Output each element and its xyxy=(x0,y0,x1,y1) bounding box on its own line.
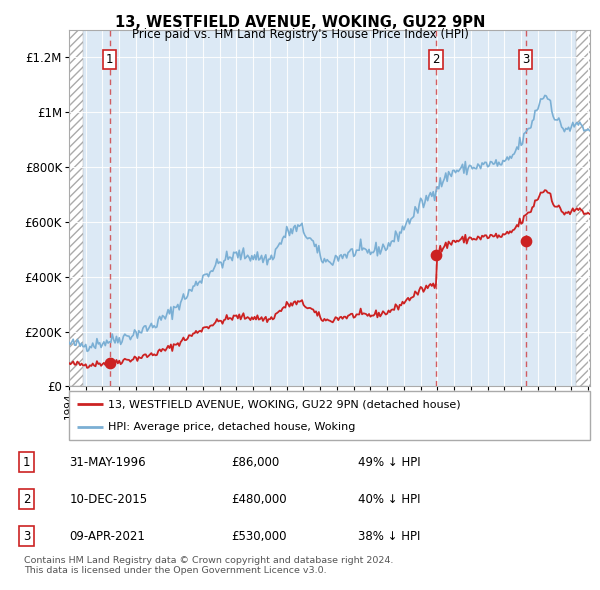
Text: £480,000: £480,000 xyxy=(231,493,287,506)
Text: 40% ↓ HPI: 40% ↓ HPI xyxy=(358,493,420,506)
FancyBboxPatch shape xyxy=(69,391,590,440)
Text: 1: 1 xyxy=(106,53,113,66)
Point xyxy=(431,250,441,260)
Text: 3: 3 xyxy=(522,53,529,66)
Text: 13, WESTFIELD AVENUE, WOKING, GU22 9PN (detached house): 13, WESTFIELD AVENUE, WOKING, GU22 9PN (… xyxy=(108,399,461,409)
Text: 1: 1 xyxy=(23,455,30,468)
Bar xyxy=(69,30,83,386)
Text: 49% ↓ HPI: 49% ↓ HPI xyxy=(358,455,420,468)
Point xyxy=(105,358,115,368)
Text: Contains HM Land Registry data © Crown copyright and database right 2024.
This d: Contains HM Land Registry data © Crown c… xyxy=(24,556,394,575)
Text: 2: 2 xyxy=(433,53,440,66)
Text: 2: 2 xyxy=(23,493,30,506)
Text: Price paid vs. HM Land Registry's House Price Index (HPI): Price paid vs. HM Land Registry's House … xyxy=(131,28,469,41)
Text: 09-APR-2021: 09-APR-2021 xyxy=(70,530,145,543)
Text: HPI: Average price, detached house, Woking: HPI: Average price, detached house, Woki… xyxy=(108,422,355,432)
Text: 10-DEC-2015: 10-DEC-2015 xyxy=(70,493,148,506)
Bar xyxy=(577,30,593,386)
Text: 13, WESTFIELD AVENUE, WOKING, GU22 9PN: 13, WESTFIELD AVENUE, WOKING, GU22 9PN xyxy=(115,15,485,30)
Point xyxy=(521,236,530,245)
Text: 31-MAY-1996: 31-MAY-1996 xyxy=(70,455,146,468)
Text: 38% ↓ HPI: 38% ↓ HPI xyxy=(358,530,420,543)
Text: £86,000: £86,000 xyxy=(231,455,279,468)
Text: 3: 3 xyxy=(23,530,30,543)
Text: £530,000: £530,000 xyxy=(231,530,286,543)
